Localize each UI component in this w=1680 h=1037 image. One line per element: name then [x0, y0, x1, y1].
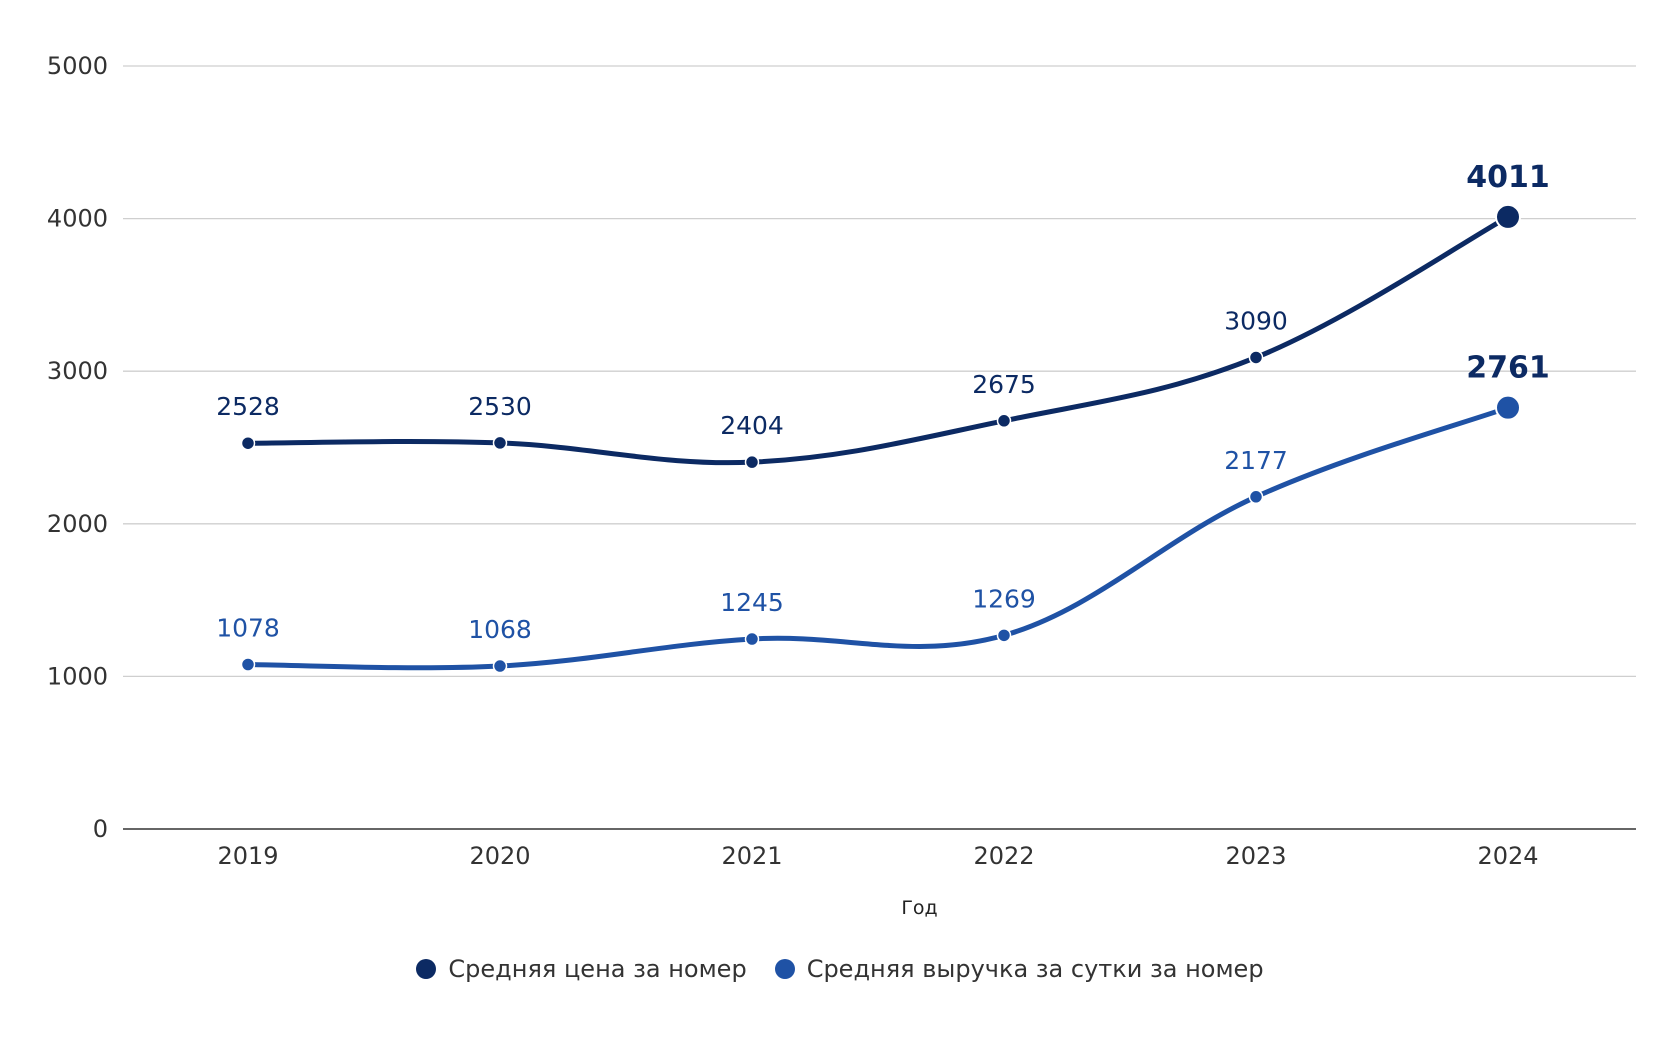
y-tick-label: 5000 — [47, 52, 108, 80]
x-tick-label: 2022 — [973, 842, 1034, 870]
legend-marker-icon — [416, 959, 437, 979]
x-axis-title: Год — [901, 897, 937, 919]
data-label: 3090 — [1224, 306, 1288, 335]
legend-item[interactable]: Средняя цена за номер — [416, 955, 747, 983]
data-label: 2528 — [216, 392, 280, 421]
data-point — [1248, 489, 1264, 505]
x-tick-label: 2023 — [1225, 842, 1286, 870]
data-point — [492, 658, 508, 674]
data-point — [744, 454, 760, 470]
data-label: 4011 — [1466, 160, 1550, 195]
data-label: 2177 — [1224, 446, 1288, 475]
x-tick-label: 2020 — [469, 842, 530, 870]
grid-lines — [123, 65, 1636, 678]
series-line-1 — [245, 405, 1511, 671]
data-label: 2761 — [1466, 351, 1550, 386]
x-axis-ticks: 2019 2020 2021 2022 2023 2024 — [217, 842, 1538, 870]
legend-item[interactable]: Средняя выручка за сутки за номер — [774, 955, 1264, 983]
data-point — [240, 435, 256, 451]
y-tick-label: 0 — [93, 815, 108, 843]
legend-label: Средняя выручка за сутки за номер — [806, 955, 1264, 983]
x-tick-label: 2021 — [721, 842, 782, 870]
data-point — [996, 628, 1012, 643]
legend-label: Средняя цена за номер — [448, 955, 747, 983]
y-tick-label: 3000 — [47, 357, 108, 385]
data-label: 2404 — [720, 411, 784, 440]
data-point — [744, 631, 760, 647]
data-point — [1495, 203, 1521, 230]
x-tick-label: 2024 — [1477, 842, 1538, 870]
y-axis-ticks: 0 1000 2000 3000 4000 5000 — [47, 52, 108, 843]
data-label: 2675 — [972, 370, 1036, 399]
data-point — [1248, 350, 1264, 365]
y-tick-label: 4000 — [47, 205, 108, 233]
series-lines — [245, 214, 1511, 671]
data-label: 1245 — [720, 588, 784, 617]
data-point — [492, 435, 508, 451]
legend-marker-icon — [774, 959, 795, 979]
data-point — [1495, 394, 1521, 421]
series-points — [240, 203, 1521, 674]
data-label: 1078 — [216, 613, 280, 642]
data-label: 2530 — [468, 392, 532, 421]
data-labels: 2528 2530 2404 2675 3090 4011 1078 1068 1245 1269… — [216, 160, 1550, 644]
data-label: 1068 — [468, 615, 532, 644]
y-tick-label: 2000 — [47, 510, 108, 538]
y-tick-label: 1000 — [47, 662, 108, 690]
series-line-0 — [245, 214, 1511, 466]
data-point — [240, 657, 256, 672]
data-label: 1269 — [972, 584, 1036, 613]
x-tick-label: 2019 — [217, 842, 278, 870]
data-point — [996, 413, 1012, 429]
legend: Средняя цена за номер Средняя выручка за … — [0, 955, 1680, 983]
